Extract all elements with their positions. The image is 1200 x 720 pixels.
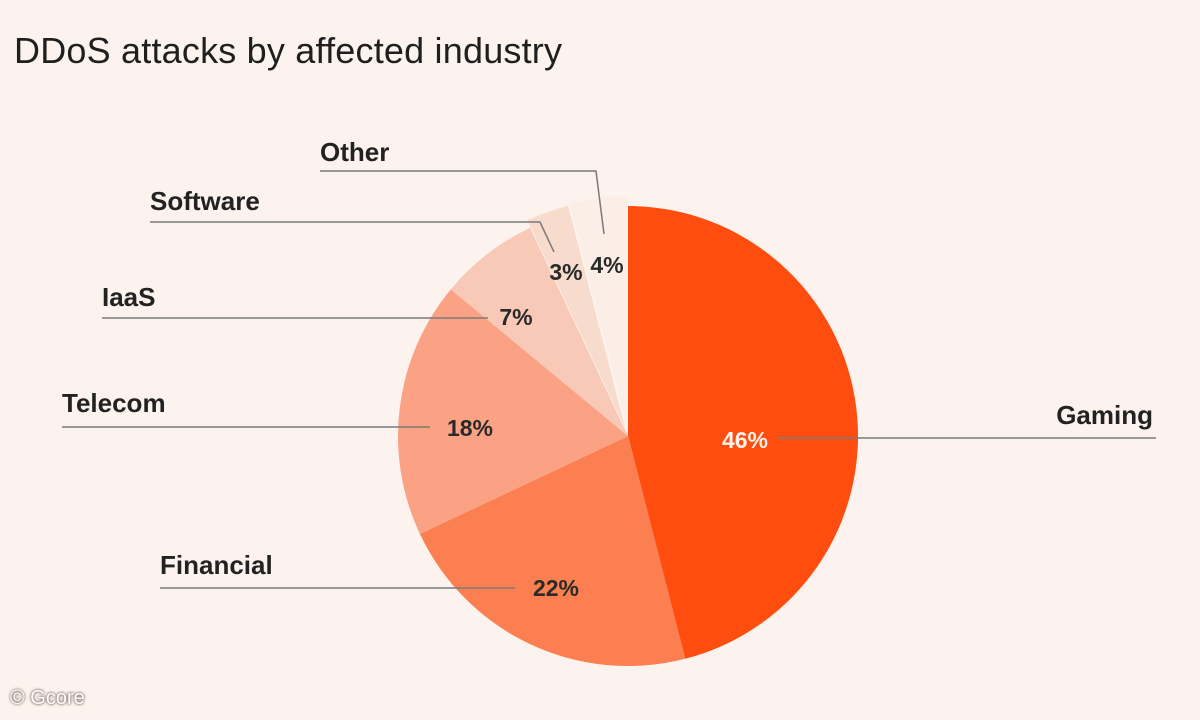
pie-category-label-gaming: Gaming	[1056, 400, 1153, 430]
pie-value-label-iaas: 7%	[499, 304, 532, 330]
pie-category-label-telecom: Telecom	[62, 388, 166, 418]
pie-slice-iaas	[450, 227, 628, 436]
pie-value-label-gaming: 46%	[722, 427, 768, 453]
pie-slice-financial	[419, 436, 686, 666]
pie-category-label-other: Other	[320, 137, 389, 167]
pie-slice-software	[527, 205, 626, 429]
pie-category-label-financial: Financial	[160, 550, 273, 580]
pie-category-label-iaas: IaaS	[102, 282, 156, 312]
pie-slice-telecom	[397, 289, 628, 534]
pie-value-label-other: 4%	[590, 252, 623, 278]
pie-value-label-software: 3%	[549, 259, 582, 285]
chart-title: DDoS attacks by affected industry	[14, 30, 563, 71]
pie-category-label-software: Software	[150, 186, 260, 216]
pie-slice-other	[569, 196, 627, 427]
leader-line-other	[320, 170, 605, 235]
pie-slice-gaming	[628, 206, 858, 659]
credit-text: © Gcore	[10, 687, 85, 709]
pie-value-label-financial: 22%	[533, 575, 579, 601]
leader-line-software	[150, 221, 555, 253]
pie-value-label-telecom: 18%	[447, 415, 493, 441]
